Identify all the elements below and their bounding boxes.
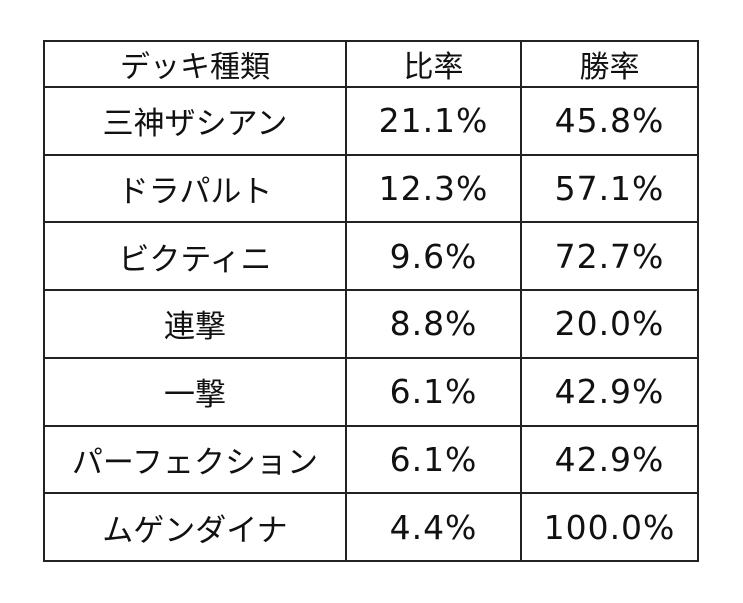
win-rate-cell: 57.1% xyxy=(520,153,699,224)
win-rate-cell: 100.0% xyxy=(520,492,699,562)
table-row: パーフェクション 6.1% 42.9% xyxy=(43,424,699,495)
win-rate-cell: 42.9% xyxy=(520,424,699,495)
usage-rate-cell: 6.1% xyxy=(345,356,522,427)
deck-name-cell: ドラパルト xyxy=(43,153,347,224)
win-rate-cell: 42.9% xyxy=(520,356,699,427)
deck-name-cell: ビクティニ xyxy=(43,221,347,292)
table-row: ムゲンダイナ 4.4% 100.0% xyxy=(43,492,699,562)
deck-stats-sheet: デッキ種類 比率 勝率 三神ザシアン 21.1% 45.8% ドラパルト 12.… xyxy=(43,40,699,562)
usage-rate-cell: 12.3% xyxy=(345,153,522,224)
usage-rate-cell: 8.8% xyxy=(345,289,522,359)
deck-name-cell: ムゲンダイナ xyxy=(43,492,347,562)
header-row: デッキ種類 比率 勝率 xyxy=(43,40,699,88)
table-row: 連撃 8.8% 20.0% xyxy=(43,289,699,359)
usage-rate-cell: 6.1% xyxy=(345,424,522,495)
win-rate-cell: 45.8% xyxy=(520,86,699,156)
header-usage-rate: 比率 xyxy=(345,40,522,88)
table-row: 三神ザシアン 21.1% 45.8% xyxy=(43,86,699,156)
header-win-rate: 勝率 xyxy=(520,40,699,88)
table-row: ビクティニ 9.6% 72.7% xyxy=(43,221,699,292)
table-row: 一撃 6.1% 42.9% xyxy=(43,356,699,427)
usage-rate-cell: 9.6% xyxy=(345,221,522,292)
header-deck-type: デッキ種類 xyxy=(43,40,347,88)
deck-name-cell: 三神ザシアン xyxy=(43,86,347,156)
usage-rate-cell: 21.1% xyxy=(345,86,522,156)
table-row: ドラパルト 12.3% 57.1% xyxy=(43,153,699,224)
usage-rate-cell: 4.4% xyxy=(345,492,522,562)
deck-stats-table: デッキ種類 比率 勝率 三神ザシアン 21.1% 45.8% ドラパルト 12.… xyxy=(43,40,699,562)
deck-name-cell: 連撃 xyxy=(43,289,347,359)
win-rate-cell: 20.0% xyxy=(520,289,699,359)
deck-name-cell: パーフェクション xyxy=(43,424,347,495)
win-rate-cell: 72.7% xyxy=(520,221,699,292)
deck-name-cell: 一撃 xyxy=(43,356,347,427)
